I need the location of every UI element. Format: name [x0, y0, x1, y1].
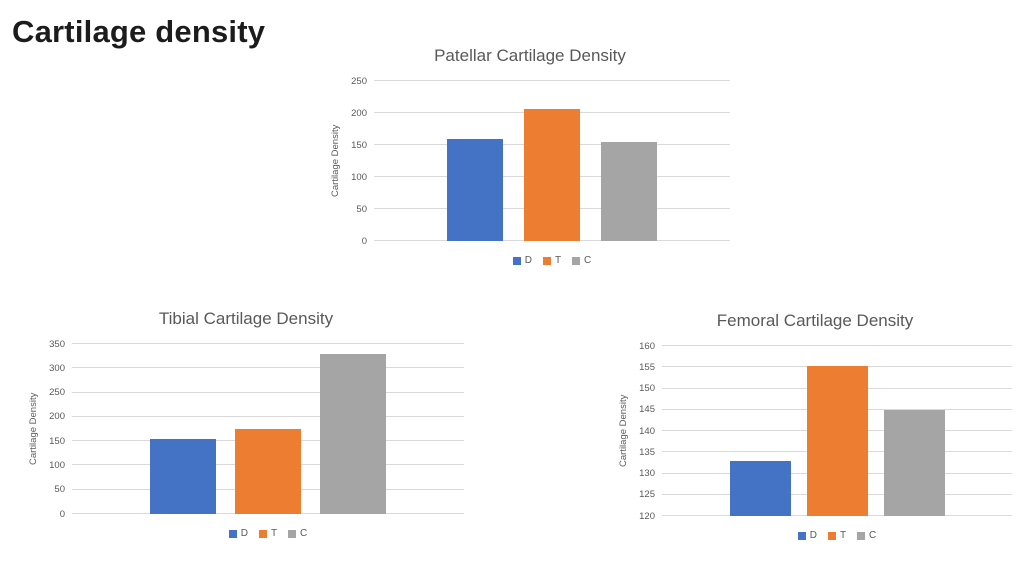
y-tick-label: 0: [361, 235, 367, 247]
legend-label: D: [240, 528, 248, 539]
y-tick-label: 155: [639, 361, 655, 373]
y-tick-label: 125: [639, 489, 655, 500]
y-tick-label: 250: [351, 75, 367, 87]
y-axis-ticks: 0 50 100 150 200 250: [344, 76, 374, 245]
y-tick-label: 200: [351, 107, 367, 119]
plot-area: [662, 345, 1012, 516]
gridline: [374, 80, 730, 81]
y-tick-label: 160: [639, 340, 655, 352]
gridline: [72, 391, 464, 393]
y-tick-label: 200: [49, 411, 65, 423]
chart-title: Tibial Cartilage Density: [158, 309, 334, 328]
plot-area: [72, 343, 464, 514]
gridline: [72, 415, 464, 417]
y-tick-label: 150: [49, 435, 65, 447]
femoral-cartilage-density-chart: Femoral Cartilage Density Cartilage Dens…: [618, 310, 1012, 543]
y-tick-label: 150: [639, 382, 655, 394]
plot-area: [374, 80, 730, 241]
y-tick-label: 300: [49, 362, 65, 374]
bar-C: [601, 141, 657, 241]
legend-label: C: [869, 530, 877, 541]
y-tick-label: 120: [639, 510, 655, 522]
chart-plot-area-wrapper: Cartilage Density 0 50 100 150 200 250 300 350: [28, 339, 464, 518]
y-axis-ticks: 0 50 100 150 200 250 300 350: [42, 339, 72, 518]
y-tick-label: 0: [59, 508, 65, 520]
y-tick-label: 50: [54, 483, 65, 495]
legend-label: T: [270, 528, 278, 539]
legend-label: C: [300, 528, 308, 539]
y-tick-label: 350: [49, 338, 65, 350]
legend-swatch-icon: [512, 257, 521, 265]
y-tick-label: 50: [356, 203, 367, 215]
legend-label: T: [839, 530, 847, 541]
legend-item-D: D: [797, 530, 817, 541]
bar-D: [447, 138, 503, 241]
legend-item-C: C: [288, 529, 307, 539]
legend-swatch-icon: [228, 530, 237, 538]
y-tick-label: 100: [351, 171, 367, 183]
y-tick-label: 145: [639, 404, 655, 415]
legend-swatch-icon: [572, 257, 581, 265]
bar-T: [235, 429, 301, 514]
gridline: [662, 345, 1012, 346]
legend-swatch-icon: [542, 257, 551, 265]
legend-swatch-icon: [857, 532, 866, 540]
y-axis-label: Cartilage Density: [28, 392, 39, 466]
y-axis-label: Cartilage Density: [330, 124, 341, 198]
patellar-cartilage-density-chart: Patellar Cartilage Density Cartilage Den…: [330, 45, 730, 268]
y-tick-label: 130: [639, 467, 655, 479]
slide-title: Cartilage density: [12, 14, 266, 49]
chart-title: Patellar Cartilage Density: [434, 46, 626, 65]
y-axis-ticks: 120 125 130 135 140 145 150 155 160: [632, 341, 662, 520]
legend-label: C: [584, 255, 592, 266]
legend-swatch-icon: [258, 530, 267, 538]
y-tick-label: 140: [639, 425, 655, 437]
legend-label: D: [809, 530, 817, 541]
bar-T: [524, 108, 580, 241]
bar-T: [806, 365, 868, 516]
legend-item-D: D: [512, 255, 532, 266]
y-tick-label: 135: [639, 446, 655, 458]
gridline: [72, 367, 464, 369]
bar-group: [374, 81, 730, 241]
chart-plot-area-wrapper: Cartilage Density 120 125 130 135 140 145 150 1…: [618, 341, 1012, 520]
y-tick-label: 250: [49, 386, 65, 398]
legend-item-T: T: [827, 530, 847, 541]
legend-item-C: C: [572, 256, 591, 266]
y-tick-label: 150: [351, 139, 367, 151]
legend-label: T: [554, 255, 562, 266]
bar-D: [729, 460, 791, 516]
legend-item-D: D: [228, 528, 248, 539]
bar-group: [72, 344, 464, 514]
legend-label: D: [524, 255, 532, 266]
chart-title: Femoral Cartilage Density: [716, 311, 914, 330]
chart-plot-area-wrapper: Cartilage Density 0 50 100 150 200 250: [330, 76, 730, 245]
bar-group: [662, 346, 1012, 516]
bar-C: [320, 353, 386, 514]
legend-swatch-icon: [797, 532, 806, 540]
legend-item-T: T: [542, 255, 562, 266]
legend-item-C: C: [857, 531, 876, 541]
bar-C: [883, 409, 945, 516]
bar-D: [150, 438, 216, 514]
y-axis-label: Cartilage Density: [618, 394, 629, 468]
gridline: [72, 343, 464, 344]
y-tick-label: 100: [49, 459, 65, 471]
legend-swatch-icon: [827, 532, 836, 540]
legend-swatch-icon: [288, 530, 297, 538]
tibial-cartilage-density-chart: Tibial Cartilage Density Cartilage Densi…: [28, 308, 464, 541]
legend-item-T: T: [258, 528, 278, 539]
